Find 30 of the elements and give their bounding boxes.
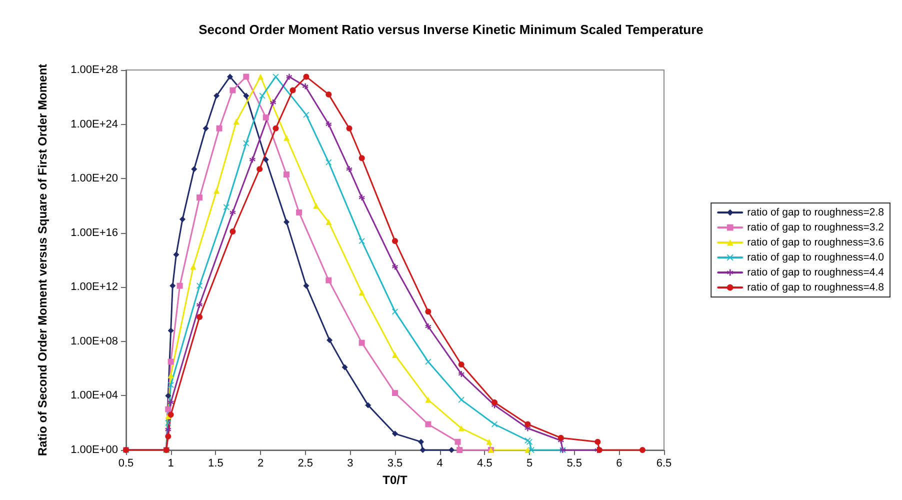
legend-label: ratio of gap to roughness=3.6 <box>747 236 884 248</box>
y-tick-label: 1.00E+16 <box>70 226 118 239</box>
y-tick-label: 1.00E+20 <box>70 172 118 185</box>
legend-label: ratio of gap to roughness=4.0 <box>747 252 884 264</box>
x-tick-label: 4.5 <box>477 458 492 470</box>
x-tick-label: 6.5 <box>656 458 672 470</box>
x-tick-label: 1.5 <box>208 458 224 470</box>
x-tick-label: 5 <box>526 458 533 470</box>
legend-label: ratio of gap to roughness=4.4 <box>747 266 884 278</box>
y-tick-label: 1.00E+28 <box>70 64 118 76</box>
legend-label: ratio of gap to roughness=2.8 <box>747 206 884 218</box>
x-tick-label: 2 <box>257 458 264 470</box>
y-tick-label: 1.00E+24 <box>70 118 118 130</box>
x-tick-label: 0.5 <box>118 458 134 470</box>
legend-label: ratio of gap to roughness=4.8 <box>747 282 884 294</box>
legend-label: ratio of gap to roughness=3.2 <box>747 222 884 234</box>
x-tick-label: 4 <box>436 458 443 470</box>
x-tick-label: 3 <box>347 458 354 470</box>
y-tick-label: 1.00E+08 <box>70 335 118 348</box>
y-tick-label: 1.00E+04 <box>70 390 118 402</box>
chart-title: Second Order Moment Ratio versus Inverse Kinetic Minimum Scaled Temperature <box>198 22 704 37</box>
x-tick-label: 3.5 <box>387 458 403 470</box>
x-axis-title: T0/T <box>382 472 408 487</box>
y-axis-title: Ratio of Second Order Moment versus Square of First Order Moment <box>36 64 50 456</box>
x-tick-label: 6 <box>616 458 622 470</box>
x-tick-label: 5.5 <box>566 458 582 470</box>
x-tick-label: 1 <box>168 458 174 470</box>
y-tick-label: 1.00E+00 <box>70 444 118 456</box>
y-tick-label: 1.00E+12 <box>70 281 118 294</box>
x-tick-label: 2.5 <box>298 458 313 470</box>
